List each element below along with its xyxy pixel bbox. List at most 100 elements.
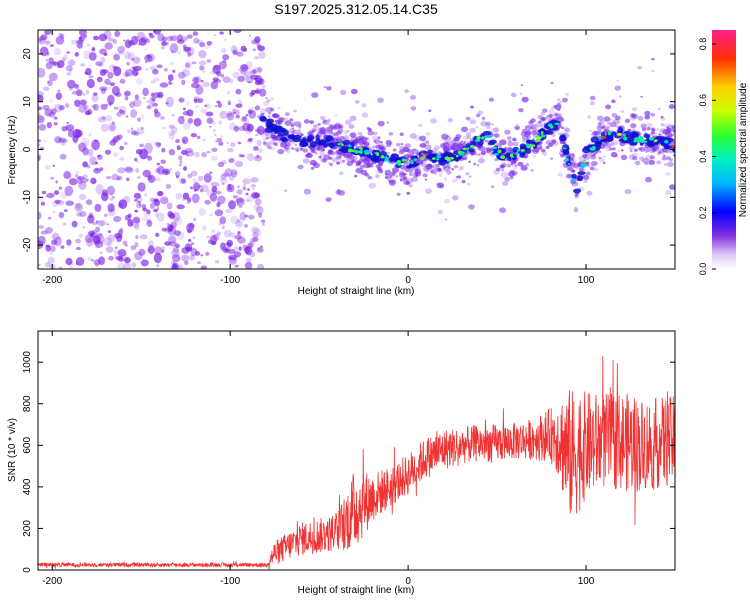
noise-blob (91, 139, 100, 151)
x-tick-label: 0 (405, 576, 411, 587)
noise-blob (176, 175, 179, 179)
noise-blob (162, 168, 171, 176)
noise-blob (178, 97, 185, 104)
signal-blob (530, 118, 536, 123)
signal-blob (415, 174, 418, 177)
signal-blob (629, 129, 632, 132)
signal-blob (589, 152, 595, 157)
noise-blob (218, 60, 227, 70)
signal-blob (629, 150, 633, 153)
signal-blob (438, 174, 443, 177)
signal-blob (590, 160, 598, 167)
noise-blob (129, 65, 137, 74)
noise-blob (44, 40, 51, 45)
noise-blob (153, 141, 159, 146)
signal-blob (504, 129, 511, 135)
noise-blob (58, 105, 65, 111)
ridge-peak (600, 135, 607, 139)
noise-blob (256, 139, 262, 147)
noise-blob (181, 136, 189, 145)
noise-blob (253, 192, 261, 199)
signal-blob (492, 127, 499, 133)
noise-blob (113, 66, 122, 77)
ridge-peak (364, 151, 370, 155)
signal-blob (618, 95, 622, 98)
signal-blob (410, 95, 416, 100)
noise-blob (65, 124, 75, 131)
signal-blob (284, 117, 288, 121)
noise-blob (144, 142, 153, 154)
signal-blob (361, 112, 369, 118)
signal-blob (645, 176, 652, 183)
ridge-blob (544, 129, 554, 135)
noise-blob (159, 82, 169, 88)
signal-blob (469, 127, 476, 133)
noise-blob (95, 184, 104, 195)
signal-blob (314, 151, 318, 155)
signal-blob (585, 171, 591, 176)
signal-blob (637, 116, 644, 121)
noise-blob (122, 240, 128, 246)
signal-blob (596, 125, 603, 131)
signal-blob (558, 100, 563, 104)
noise-blob (153, 77, 160, 82)
spectrogram-plot-area (38, 30, 675, 269)
noise-blob (261, 219, 266, 223)
noise-blob (109, 125, 115, 131)
noise-blob (229, 122, 237, 131)
signal-blob (542, 108, 548, 113)
noise-blob (117, 262, 125, 269)
noise-blob (63, 222, 67, 226)
noise-blob (109, 82, 116, 86)
ridge-peak (481, 136, 484, 140)
noise-blob (190, 186, 193, 190)
noise-blob (52, 164, 56, 167)
signal-blob (633, 148, 638, 152)
noise-blob (254, 89, 260, 94)
noise-blob (76, 212, 82, 217)
noise-blob (133, 98, 142, 108)
noise-blob (127, 219, 134, 227)
ridge-peak (540, 131, 544, 135)
snr-series-line (38, 355, 675, 570)
ridge-peak (550, 125, 554, 129)
signal-blob (500, 164, 505, 169)
noise-blob (60, 245, 65, 249)
noise-blob (144, 48, 147, 50)
noise-blob (165, 183, 171, 189)
noise-blob (254, 198, 262, 206)
spectrogram-y-ticks: -20 -10 0 10 20 (22, 48, 675, 252)
noise-blob (90, 177, 97, 185)
signal-blob (430, 168, 438, 174)
noise-blob (201, 184, 209, 193)
noise-blob (165, 102, 169, 105)
noise-blob (38, 94, 44, 103)
noise-blob (212, 128, 216, 133)
noise-blob (99, 86, 108, 92)
noise-blob (104, 42, 113, 50)
noise-blob (38, 235, 46, 245)
signal-blob (589, 166, 595, 171)
noise-blob (194, 105, 200, 109)
noise-blob (127, 51, 135, 61)
noise-blob (229, 78, 234, 84)
noise-blob (256, 247, 264, 253)
signal-blob (351, 155, 358, 161)
signal-blob (518, 108, 524, 113)
ridge-blob (306, 137, 312, 143)
signal-blob (478, 152, 486, 158)
noise-blob (261, 85, 266, 88)
signal-blob (334, 122, 341, 127)
noise-blob (232, 195, 238, 199)
signal-blob (639, 156, 645, 161)
ridge-peak (670, 144, 675, 147)
signal-blob (380, 146, 387, 152)
signal-blob (298, 125, 302, 129)
signal-blob (320, 131, 323, 134)
noise-blob (85, 199, 93, 206)
noise-blob (213, 34, 217, 37)
signal-blob (504, 177, 511, 182)
noise-blob (222, 76, 231, 83)
signal-blob (660, 123, 665, 127)
noise-blob (79, 211, 87, 217)
